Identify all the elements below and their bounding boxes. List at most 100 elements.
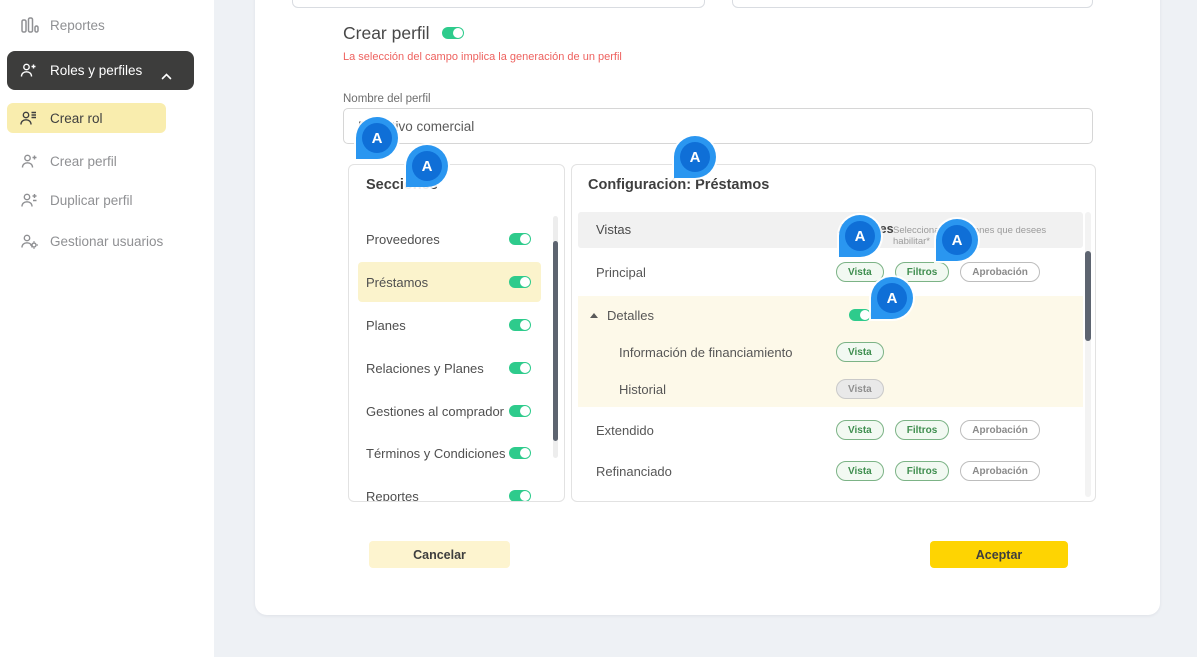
section-toggle[interactable] [509, 447, 531, 459]
section-toggle[interactable] [509, 362, 531, 374]
config-panel-title: Configuración: Préstamos [588, 177, 770, 193]
section-toggle[interactable] [509, 233, 531, 245]
chevron-up-icon [161, 67, 172, 85]
section-row-proveedores[interactable]: Proveedores [358, 219, 541, 259]
toggle-knob [860, 310, 870, 320]
chip-aprobacion[interactable]: Aprobación [960, 420, 1040, 440]
warning-text: La selección del campo implica la genera… [343, 51, 622, 63]
sidebar-item-label: Crear rol [50, 111, 103, 126]
sidebar-item-crear-rol[interactable]: Crear rol [7, 103, 166, 133]
chip-group: Vista Filtros Aprobación [836, 262, 1040, 282]
config-row-informacion-financiamiento: Información de financiamiento Vista [578, 334, 1083, 370]
sidebar-item-label: Gestionar usuarios [50, 233, 164, 249]
section-row-relaciones-y-planes[interactable]: Relaciones y Planes [358, 348, 541, 388]
chip-filtros[interactable]: Filtros [894, 461, 950, 481]
config-row-historial: Historial Vista [578, 371, 1083, 407]
sidebar-item-label: Reportes [50, 17, 105, 33]
sections-panel: Secciones Proveedores Préstamos Planes R… [348, 164, 565, 502]
toggle-knob [453, 28, 463, 38]
toggle-knob [520, 234, 530, 244]
chip-filtros[interactable]: Filtros [894, 262, 950, 282]
top-input-left[interactable] [292, 0, 705, 8]
sidebar-item-label: Roles y perfiles [50, 63, 143, 78]
config-row-extendido: Extendido Vista Filtros Aprobación [578, 412, 1083, 448]
sidebar-item-roles-y-perfiles[interactable]: Roles y perfiles [7, 51, 194, 90]
chip-aprobacion[interactable]: Aprobación [960, 461, 1040, 481]
section-row-prestamos[interactable]: Préstamos [358, 262, 541, 302]
chip-filtros[interactable]: Filtros [894, 420, 950, 440]
person-list-icon [19, 109, 38, 128]
collapse-arrow-icon[interactable] [590, 312, 598, 318]
config-row-label: Información de financiamiento [619, 344, 793, 360]
name-field-label: Nombre del perfil [343, 93, 431, 105]
config-scrollbar-track [1085, 212, 1091, 497]
section-label: Proveedores [366, 231, 440, 247]
config-panel: Configuración: Préstamos Vistas Acciones… [571, 164, 1096, 502]
config-header-label: Vistas [596, 222, 632, 237]
section-label: Relaciones y Planes [366, 360, 484, 376]
section-row-planes[interactable]: Planes [358, 305, 541, 345]
chip-group: Vista Filtros Aprobación [836, 420, 1040, 440]
chip-group: Vista Filtros Aprobación [836, 461, 1040, 481]
profile-name-input[interactable] [343, 108, 1093, 144]
chip-vista[interactable]: Vista [836, 379, 884, 399]
toggle-knob [520, 277, 530, 287]
chip-vista[interactable]: Vista [836, 342, 884, 362]
toggle-knob [520, 406, 530, 416]
toggle-knob [520, 363, 530, 373]
section-label: Gestiones al comprador [366, 403, 505, 419]
config-header-row: Vistas Acciones Selecciona las acciones … [578, 212, 1083, 248]
sections-panel-title: Secciones [366, 177, 438, 193]
section-label: Reportes [366, 488, 419, 502]
page-title: Crear perfil [343, 23, 430, 43]
person-add-icon [20, 191, 39, 210]
config-row-principal: Principal Vista Filtros Aprobación [578, 254, 1083, 290]
config-row-refinanciado: Refinanciado Vista Filtros Aprobación [578, 453, 1083, 489]
config-row-label: Extendido [596, 422, 654, 438]
section-label: Planes [366, 317, 406, 333]
section-toggle[interactable] [509, 490, 531, 501]
config-scrollbar-thumb[interactable] [1085, 251, 1091, 341]
person-plus-icon [20, 152, 39, 171]
config-header-hint: Selecciona las acciones que desees habil… [893, 225, 1047, 247]
bar-chart-icon [20, 16, 39, 35]
crear-perfil-toggle[interactable] [442, 27, 464, 39]
sidebar-item-duplicar-perfil[interactable]: Duplicar perfil [0, 183, 214, 217]
section-label: Préstamos [366, 274, 429, 290]
sidebar-item-gestionar-usuarios[interactable]: Gestionar usuarios [0, 224, 214, 258]
toggle-knob [520, 491, 530, 501]
sidebar: Reportes Roles y perfiles Crear rol [0, 0, 214, 657]
section-toggle[interactable] [509, 319, 531, 331]
config-header-actions-label: Acciones [838, 222, 894, 236]
sidebar-item-label: Crear perfil [50, 153, 117, 169]
config-row-label: Historial [619, 381, 666, 397]
toggle-knob [520, 320, 530, 330]
chip-group: Vista [836, 379, 884, 399]
section-row-terminos-y-condiciones[interactable]: Términos y Condiciones [358, 433, 541, 473]
detalles-toggle[interactable] [849, 309, 871, 321]
chip-aprobacion[interactable]: Aprobación [960, 262, 1040, 282]
top-input-right[interactable] [732, 0, 1093, 8]
section-row-gestiones-al-comprador[interactable]: Gestiones al comprador [358, 391, 541, 431]
chip-group: Vista [836, 342, 884, 362]
chip-vista[interactable]: Vista [836, 461, 884, 481]
section-toggle[interactable] [509, 276, 531, 288]
chip-vista[interactable]: Vista [836, 262, 884, 282]
person-plus-icon [19, 61, 38, 80]
detalles-expanded-highlight [578, 296, 1083, 407]
config-row-label: Detalles [607, 307, 654, 323]
config-row-label: Refinanciado [596, 463, 672, 479]
toggle-knob [520, 448, 530, 458]
chip-vista[interactable]: Vista [836, 420, 884, 440]
config-row-detalles: Detalles [578, 297, 1083, 333]
section-row-reportes[interactable]: Reportes [358, 476, 541, 502]
sections-scrollbar-thumb[interactable] [553, 241, 558, 441]
accept-button[interactable]: Aceptar [930, 541, 1068, 568]
sidebar-item-reportes[interactable]: Reportes [0, 8, 214, 42]
cancel-button[interactable]: Cancelar [369, 541, 510, 568]
sidebar-item-crear-perfil[interactable]: Crear perfil [0, 144, 214, 178]
section-toggle[interactable] [509, 405, 531, 417]
config-row-label: Principal [596, 264, 646, 280]
sidebar-item-label: Duplicar perfil [50, 192, 133, 208]
